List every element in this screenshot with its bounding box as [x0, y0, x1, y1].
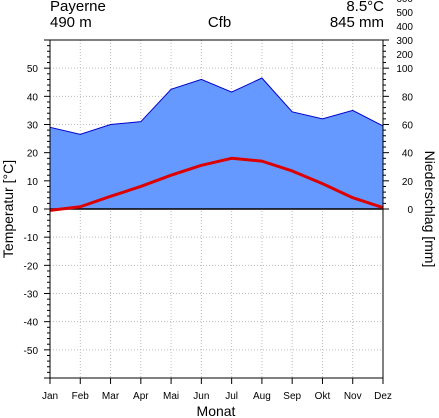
y-axis-label-left: Temperatur [°C] [0, 160, 16, 258]
y-tick-label-left: 50 [27, 64, 39, 75]
precipitation-area [50, 78, 383, 210]
y-tick-label-left: -50 [24, 346, 39, 357]
y-tick-label-right: 20 [402, 177, 414, 188]
x-tick-label: Aug [253, 391, 271, 402]
x-tick-label: Okt [315, 391, 331, 402]
x-axis-label: Monat [197, 403, 236, 418]
x-tick-label: Jul [225, 391, 238, 402]
y-tick-label-left: 10 [27, 177, 39, 188]
y-tick-label-left: -10 [24, 233, 39, 244]
axes: -50-40-30-20-100102030405002040608010020… [24, 0, 414, 402]
station-elevation: 490 m [50, 14, 92, 31]
y-axis-label-right: Niederschlag [mm] [422, 151, 438, 268]
x-tick-label: Dez [374, 391, 392, 402]
x-tick-label: Mar [102, 391, 120, 402]
y-tick-label-right: 60 [402, 121, 414, 132]
x-tick-label: Sep [283, 391, 301, 402]
y-tick-label-left: 0 [32, 205, 38, 216]
y-tick-label-left: 40 [27, 92, 39, 103]
precipitation-line [49, 77, 384, 135]
y-tick-label-left: 30 [27, 121, 39, 132]
y-tick-label-right: 300 [396, 36, 413, 47]
y-tick-label-left: -30 [24, 290, 39, 301]
y-tick-label-right: 200 [396, 50, 413, 61]
y-tick-label-right: 400 [396, 22, 413, 33]
temperature-line [49, 156, 384, 212]
y-tick-label-right: 40 [402, 149, 414, 160]
precipitation-series [49, 77, 384, 210]
y-tick-label-right: 0 [407, 205, 413, 216]
station-name: Payerne [50, 0, 106, 15]
x-tick-label: Jan [42, 391, 58, 402]
climate-classification: Cfb [207, 14, 232, 31]
annual-mean-temperature: 8.5°C [346, 0, 384, 15]
temperature-series [49, 156, 384, 212]
y-tick-label-left: 20 [27, 149, 39, 160]
y-tick-label-left: -20 [24, 261, 39, 272]
x-tick-label: Mai [163, 391, 179, 402]
y-tick-label-right: 80 [402, 92, 414, 103]
annual-precipitation: 845 mm [329, 14, 384, 31]
x-tick-label: Feb [72, 391, 90, 402]
x-tick-label: Jun [193, 391, 209, 402]
y-tick-label-right: 600 [396, 0, 413, 5]
x-tick-label: Apr [133, 391, 149, 402]
y-tick-label-left: -40 [24, 318, 39, 329]
x-tick-label: Nov [344, 391, 362, 402]
y-tick-label-right: 500 [396, 8, 413, 19]
y-tick-label-right: 100 [396, 64, 413, 75]
